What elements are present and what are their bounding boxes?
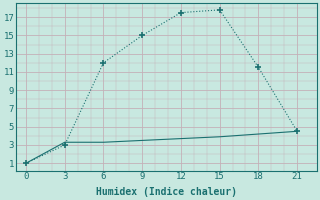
X-axis label: Humidex (Indice chaleur): Humidex (Indice chaleur) [96,186,236,197]
